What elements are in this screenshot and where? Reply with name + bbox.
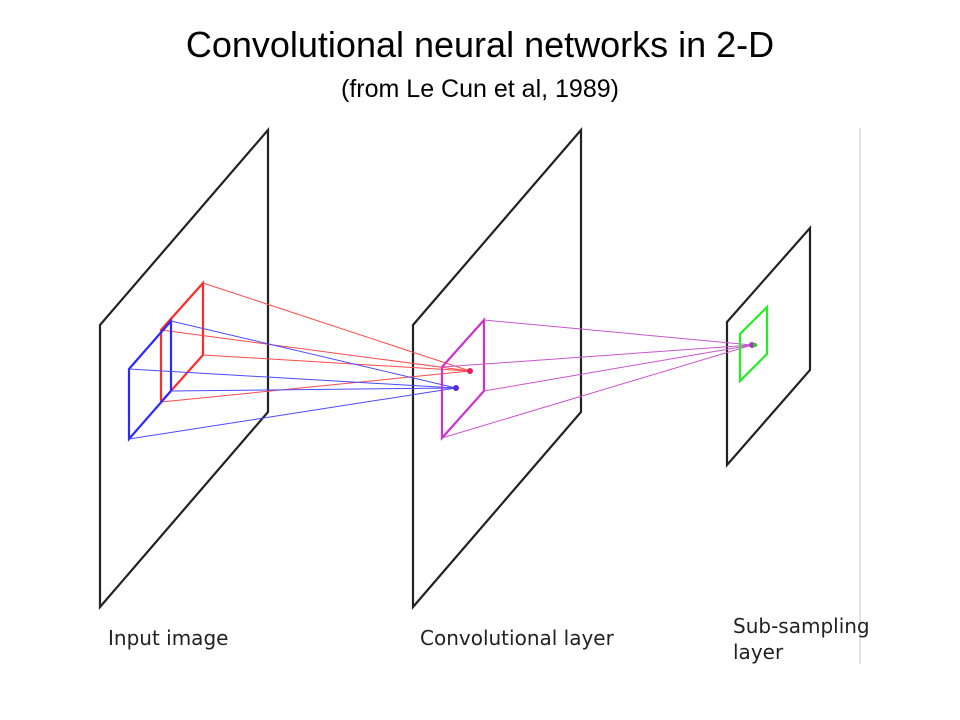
blue-conv-unit-dot — [453, 385, 459, 391]
pooled-unit-dot — [749, 342, 755, 348]
sub-sampling-layer-plane — [725, 225, 812, 468]
green-pooling-window — [738, 304, 769, 384]
convolutional-layer-label: Convolutional layer — [420, 626, 615, 650]
slide-subtitle: (from Le Cun et al, 1989) — [341, 75, 619, 103]
blue-receptive-field — [127, 318, 457, 442]
sub-sampling-label-line1: Sub-sampling — [733, 614, 870, 638]
input-image-plane — [98, 127, 270, 610]
slide-title: Convolutional neural networks in 2-D — [185, 24, 775, 65]
red-receptive-field — [159, 280, 471, 405]
pooled-unit-dot-green — [753, 343, 757, 347]
input-image-label: Input image — [108, 626, 228, 650]
sub-sampling-label-line2: layer — [733, 640, 784, 664]
convolutional-layer-plane — [411, 127, 583, 610]
red-conv-unit-dot — [467, 368, 473, 374]
magenta-receptive-field — [440, 317, 753, 441]
